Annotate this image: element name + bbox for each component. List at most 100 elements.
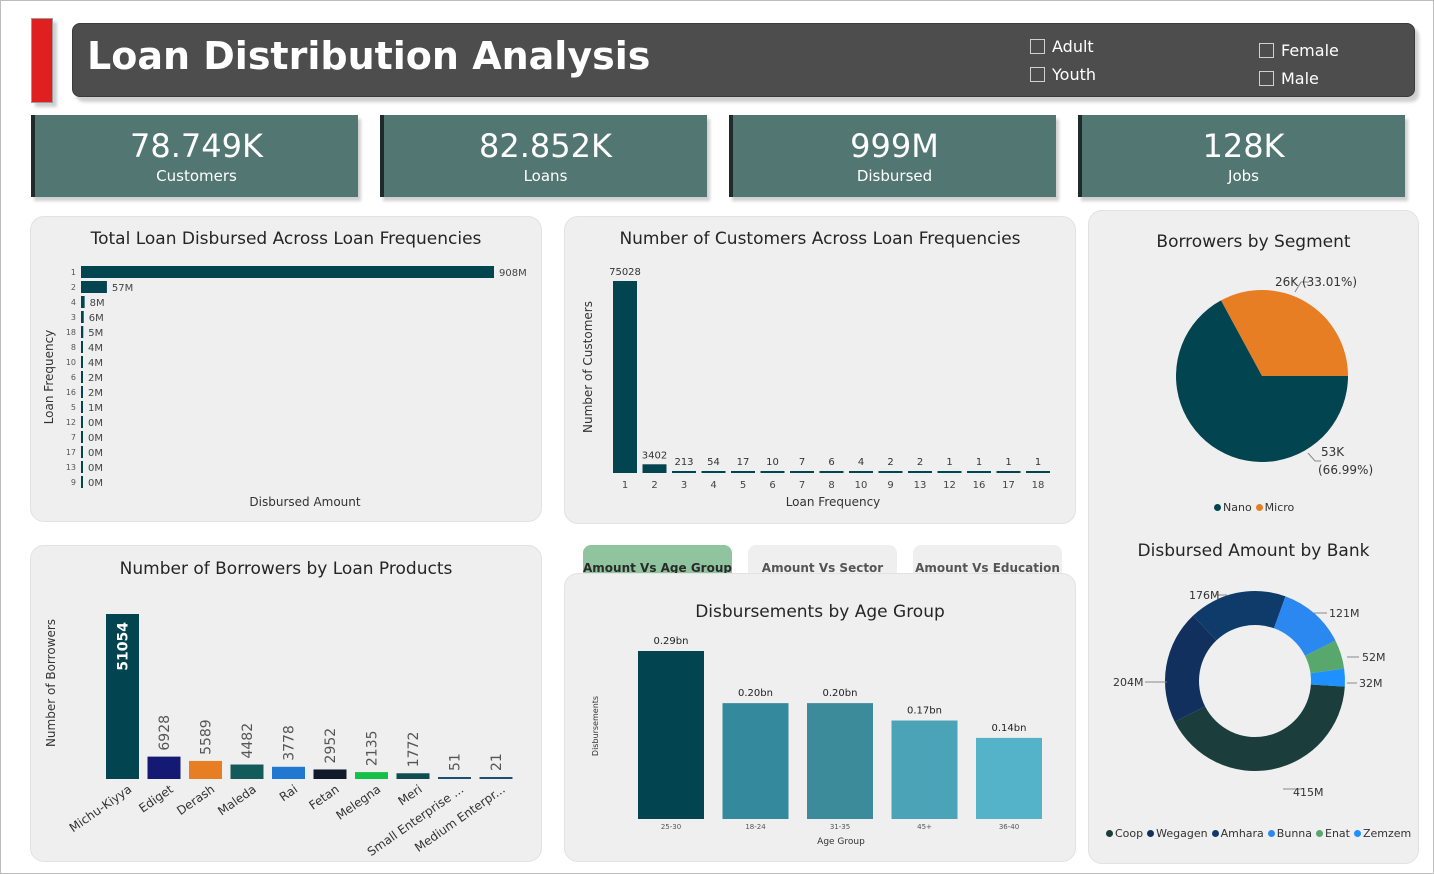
filter-label: Female: [1281, 41, 1339, 60]
bar: [272, 766, 305, 779]
checkbox[interactable]: [1030, 67, 1045, 82]
bank-legend: Coop Wegagen Amhara Bunna Enat Zemzem: [1106, 827, 1411, 840]
card-borrowers-by-product: Number of Borrowers by Loan Products 510…: [30, 545, 542, 862]
data-label: 908M: [499, 268, 527, 279]
data-label: 51054: [116, 622, 132, 671]
data-label: 17: [737, 457, 750, 468]
bar: [81, 356, 83, 368]
data-label: 75028: [609, 267, 641, 278]
legend-item: Zemzem: [1353, 827, 1412, 840]
tick-label: 3: [71, 313, 76, 322]
tick-label: Ediget: [136, 782, 176, 816]
bar: [701, 471, 726, 473]
data-label: 2135: [365, 730, 381, 766]
bar: [438, 777, 471, 779]
data-label: 6928: [157, 715, 173, 751]
tick-label: 2: [651, 480, 657, 491]
bar: [355, 772, 388, 779]
data-label: 51: [448, 753, 464, 771]
tick-label: 18: [66, 328, 76, 337]
tick-label: 12: [943, 480, 956, 491]
bar: [81, 281, 107, 293]
data-label: 0.29bn: [654, 636, 689, 647]
y-axis-label: Number of Borrowers: [44, 619, 58, 747]
donut-slice: [1305, 640, 1345, 674]
data-label: 0M: [88, 478, 103, 489]
legend-label: Zemzem: [1362, 827, 1412, 840]
filter-label: Youth: [1052, 65, 1096, 84]
page-title: Loan Distribution Analysis: [87, 34, 651, 78]
card-disbursements-by-age: Disbursements by Age Group 0.29bn 25-30 0.…: [564, 573, 1076, 862]
segment-legend: Nano Micro: [1214, 501, 1294, 514]
legend-item: Nano: [1214, 501, 1252, 514]
x-axis-label: Age Group: [817, 837, 865, 847]
data-label: 2M: [88, 388, 103, 399]
tick-label: 7: [71, 433, 76, 442]
data-label: 121M: [1329, 607, 1360, 620]
data-label: 0.17bn: [907, 706, 942, 717]
kpi-label: Loans: [523, 167, 568, 185]
product-bar-chart: 51054 Michu-Kiyya 6928 Ediget 5589 Derash 4482…: [44, 614, 513, 859]
tick-label: 17: [1002, 480, 1015, 491]
data-label: 0M: [88, 463, 103, 474]
filter-youth[interactable]: Youth: [1030, 65, 1096, 84]
filter-adult[interactable]: Adult: [1030, 37, 1094, 56]
tick-label: Maleda: [215, 782, 259, 818]
bar: [189, 760, 222, 779]
bar: [967, 471, 991, 473]
kpi-value: 78.749K: [130, 127, 263, 165]
bar: [147, 756, 181, 779]
bar: [642, 464, 667, 473]
tick-label: 13: [66, 463, 76, 472]
kpi-label: Customers: [156, 167, 237, 185]
tick-label: 6: [769, 480, 775, 491]
card-customers-by-frequency: Number of Customers Across Loan Frequenc…: [564, 216, 1076, 524]
data-label: 0M: [88, 433, 103, 444]
data-label: 0M: [88, 418, 103, 429]
data-label: 213: [674, 457, 693, 468]
data-label: 176M: [1189, 589, 1220, 602]
bar: [976, 737, 1042, 819]
data-label: 2M: [88, 373, 103, 384]
legend-dot: [1211, 830, 1219, 837]
bar: [672, 471, 696, 473]
tick-label: 25-30: [661, 823, 681, 831]
data-label: 0.20bn: [738, 688, 773, 699]
filter-male[interactable]: Male: [1259, 69, 1319, 88]
data-label: 32M: [1359, 677, 1383, 690]
data-label: 204M: [1113, 676, 1144, 689]
bar: [638, 651, 704, 819]
bar: [1026, 471, 1050, 473]
bar: [81, 416, 83, 428]
checkbox[interactable]: [1030, 39, 1045, 54]
legend-dot: [1147, 830, 1155, 837]
chart-title: Total Loan Disbursed Across Loan Frequen…: [90, 229, 482, 249]
kpi-value: 128K: [1202, 127, 1285, 165]
data-label: (66.99%): [1318, 463, 1373, 477]
bar: [81, 461, 83, 473]
data-label: 1: [1005, 457, 1011, 468]
bar: [396, 773, 430, 779]
bar: [996, 471, 1021, 473]
legend-label: Wegagen: [1156, 827, 1208, 840]
tick-label: 4: [71, 298, 76, 307]
card-segment-and-bank: Borrowers by Segment 26K (33.01%) 53K (66.…: [1088, 210, 1419, 864]
tick-label: 31-35: [830, 823, 850, 831]
bar: [81, 266, 494, 278]
data-label: 21: [489, 753, 505, 771]
filter-female[interactable]: Female: [1259, 41, 1339, 60]
bar: [790, 471, 814, 473]
chart-title: Disbursements by Age Group: [695, 602, 945, 622]
data-label: 415M: [1293, 786, 1324, 799]
data-label: 0.20bn: [823, 688, 858, 699]
bar: [849, 471, 873, 473]
checkbox[interactable]: [1259, 71, 1274, 86]
data-label: 6: [828, 457, 834, 468]
filter-label: Male: [1281, 69, 1319, 88]
bar: [106, 614, 139, 779]
checkbox[interactable]: [1259, 43, 1274, 58]
legend-dot: [1214, 504, 1221, 511]
tick-label: Michu-Kiyya: [67, 782, 134, 835]
data-label: 1M: [88, 403, 103, 414]
bar: [81, 431, 83, 443]
